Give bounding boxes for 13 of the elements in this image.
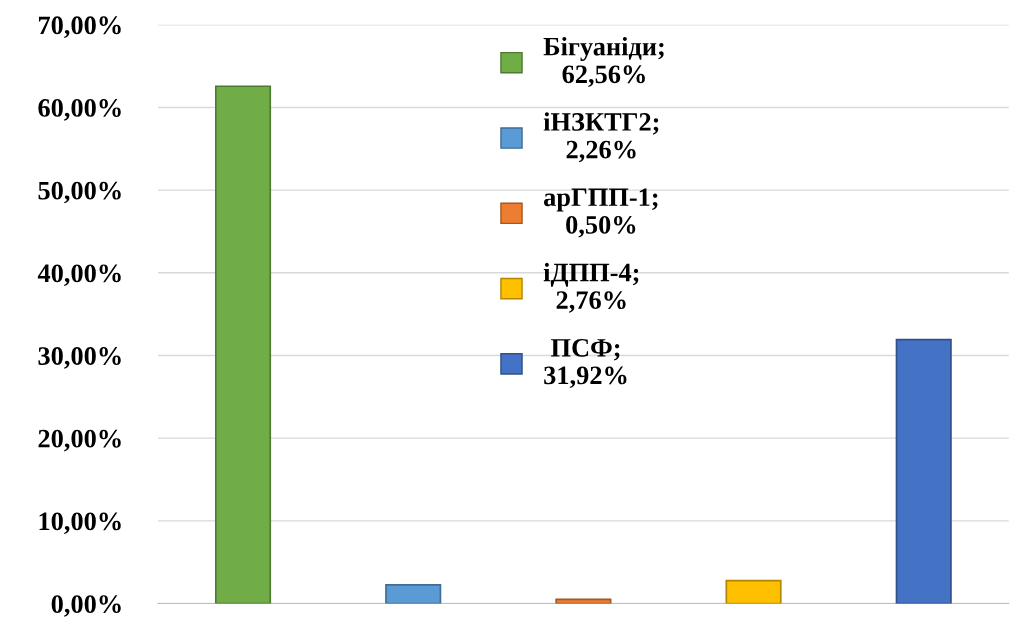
legend-label: іНЗКТГ2; 2,26% <box>543 112 659 163</box>
y-tick-label: 50,00% <box>38 181 121 204</box>
y-tick-label: 20,00% <box>38 429 121 452</box>
legend-label: ПСФ; 31,92% <box>544 338 627 389</box>
y-tick-label: 40,00% <box>37 264 121 287</box>
y-tick-label: 60,00% <box>38 99 121 121</box>
y-tick-label: 0,00% <box>51 595 121 617</box>
legend-label: арГПП-1; 0,50% <box>544 188 658 238</box>
y-tick-label: 10,00% <box>39 512 121 535</box>
y-tick-label: 70,00% <box>38 16 121 38</box>
legend-label: Бігуаніди; 62,56% <box>543 36 664 87</box>
y-tick-label: 30,00% <box>38 347 121 369</box>
legend-label: іДПП-4; 2,76% <box>543 262 639 313</box>
